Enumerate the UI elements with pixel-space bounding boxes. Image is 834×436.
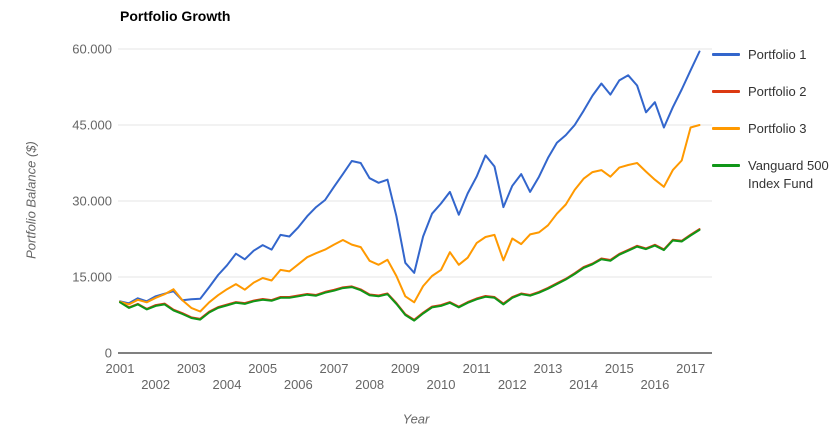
plot-area[interactable]	[118, 40, 712, 353]
legend-item-label: Portfolio 3	[748, 121, 807, 136]
x-tick-label-2002: 2002	[141, 377, 170, 392]
x-tick-label-2011: 2011	[463, 361, 491, 376]
x-tick-label-2010: 2010	[427, 377, 456, 392]
chart-legend: Portfolio 1 Portfolio 2 Portfolio 3 Vanguar…	[712, 46, 834, 212]
x-tick-label-2001: 2001	[106, 361, 135, 376]
x-tick-label-2006: 2006	[284, 377, 313, 392]
x-tick-label-2004: 2004	[213, 377, 242, 392]
legend-item-portfolio-1[interactable]: Portfolio 1	[712, 46, 834, 64]
x-tick-label-2014: 2014	[569, 377, 598, 392]
x-tick-label-2016: 2016	[640, 377, 669, 392]
x-tick-label-2013: 2013	[533, 361, 562, 376]
x-tick-label-2012: 2012	[498, 377, 527, 392]
series-line-portfolio-1	[119, 50, 701, 305]
legend-item-label: Portfolio 1	[748, 47, 807, 62]
chart-title: Portfolio Growth	[120, 8, 231, 24]
series-line-vanguard-500-index-fund	[119, 228, 701, 322]
x-tick-label-2015: 2015	[605, 361, 634, 376]
y-tick-label-45000: 45.000	[72, 118, 112, 133]
legend-color-swatch-portfolio-3	[712, 127, 740, 130]
x-tick-label-2005: 2005	[248, 361, 277, 376]
legend-color-swatch-portfolio-1	[712, 53, 740, 56]
x-tick-label-2008: 2008	[355, 377, 384, 392]
legend-item-label: Portfolio 2	[748, 84, 807, 99]
legend-color-swatch-vanguard-500-index-fund	[712, 164, 740, 167]
y-tick-label-15000: 15.000	[72, 270, 112, 285]
legend-color-swatch-portfolio-2	[712, 90, 740, 93]
x-tick-label-2009: 2009	[391, 361, 420, 376]
y-tick-label-0: 0	[105, 346, 112, 361]
x-tick-label-2017: 2017	[676, 361, 705, 376]
legend-item-vanguard-500-index-fund[interactable]: Vanguard 500 Index Fund	[712, 157, 834, 193]
y-axis-title: Portfolio Balance ($)	[23, 141, 39, 259]
x-tick-label-2007: 2007	[320, 361, 349, 376]
x-axis-title: Year	[402, 411, 430, 427]
legend-item-label: Vanguard 500 Index Fund	[748, 158, 829, 191]
legend-item-portfolio-3[interactable]: Portfolio 3	[712, 120, 834, 138]
series-line-portfolio-3	[119, 124, 701, 313]
legend-item-portfolio-2[interactable]: Portfolio 2	[712, 83, 834, 101]
y-tick-label-30000: 30.000	[72, 194, 112, 209]
x-tick-label-2003: 2003	[177, 361, 206, 376]
y-tick-label-60000: 60.000	[72, 42, 112, 57]
